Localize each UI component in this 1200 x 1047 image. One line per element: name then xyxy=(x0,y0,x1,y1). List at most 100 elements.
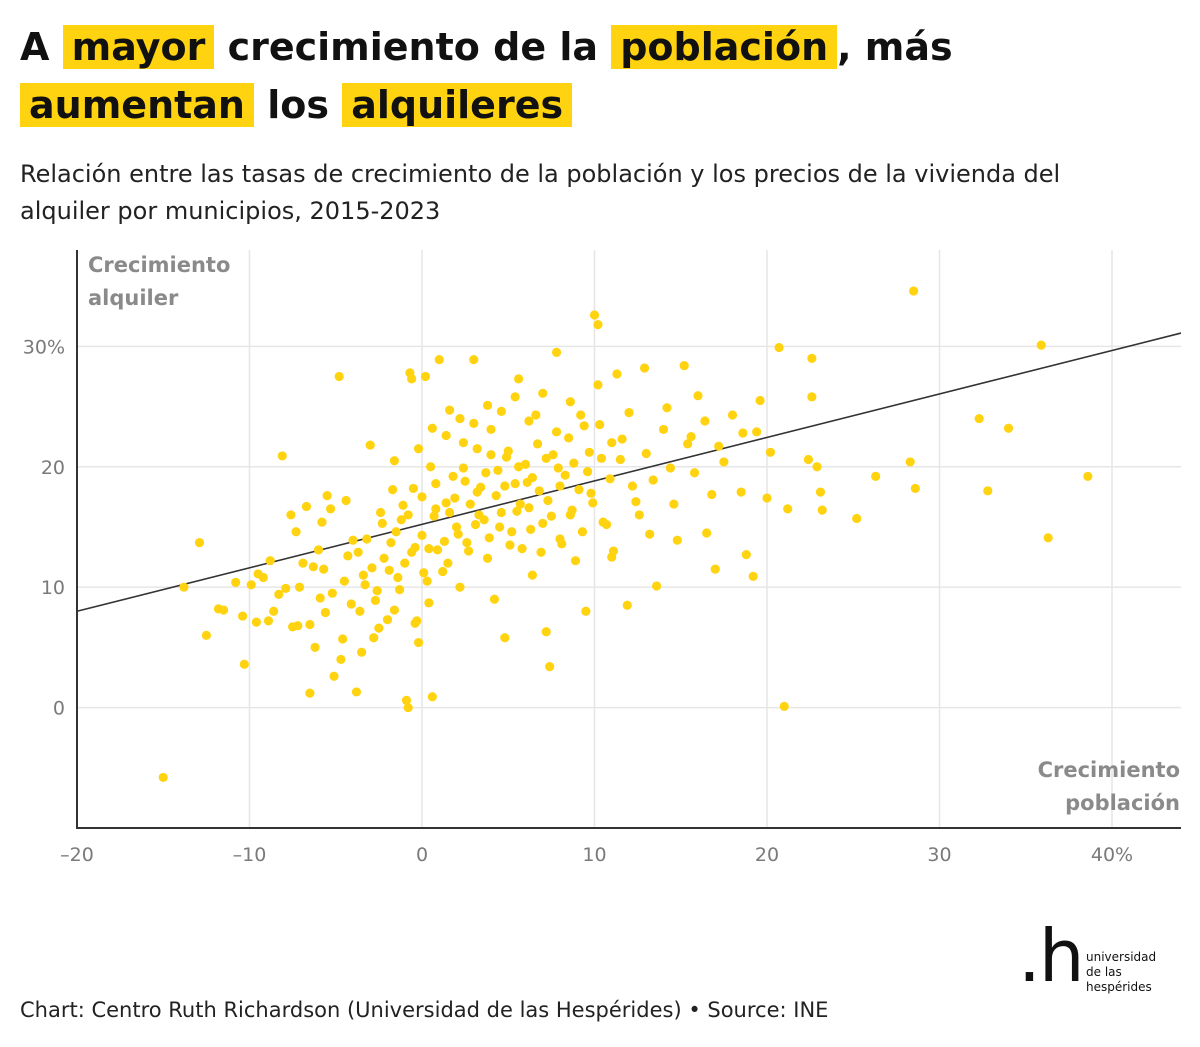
data-point xyxy=(417,492,427,502)
data-point xyxy=(391,527,401,537)
y-axis-title: alquiler xyxy=(88,286,179,310)
data-point xyxy=(472,444,482,454)
data-point xyxy=(565,397,575,407)
data-point xyxy=(453,529,463,539)
data-point xyxy=(736,487,746,497)
title-word: , más xyxy=(837,25,953,69)
data-point xyxy=(807,353,817,363)
data-point xyxy=(458,438,468,448)
data-point xyxy=(481,468,491,478)
data-point xyxy=(532,439,543,449)
data-point xyxy=(1003,423,1014,433)
data-point xyxy=(693,391,703,401)
data-point xyxy=(627,481,638,491)
data-point xyxy=(639,363,650,373)
data-point xyxy=(336,654,346,665)
data-point xyxy=(524,503,534,513)
data-point xyxy=(755,395,765,406)
data-point xyxy=(641,448,651,459)
data-point xyxy=(341,495,351,506)
data-point xyxy=(486,450,496,460)
data-point xyxy=(598,517,608,527)
data-point xyxy=(648,475,658,485)
x-tick-label: 40% xyxy=(1091,844,1133,866)
data-point xyxy=(194,538,205,548)
data-point xyxy=(577,527,588,537)
data-point xyxy=(514,462,524,472)
data-point xyxy=(617,434,627,444)
data-point xyxy=(377,518,387,528)
data-point xyxy=(741,550,751,560)
data-point xyxy=(463,546,474,556)
data-point xyxy=(462,538,472,548)
data-point xyxy=(358,570,368,580)
data-point xyxy=(624,407,634,418)
data-point xyxy=(527,570,538,580)
data-point xyxy=(301,501,312,512)
data-point xyxy=(548,450,558,460)
data-point xyxy=(520,459,531,469)
data-point xyxy=(612,369,622,379)
data-point xyxy=(313,545,324,555)
data-point xyxy=(803,454,814,465)
data-point xyxy=(403,702,413,713)
x-tick-label: –10 xyxy=(233,844,267,866)
data-point xyxy=(474,510,484,520)
data-point xyxy=(557,539,567,549)
data-point xyxy=(443,558,453,568)
data-point xyxy=(871,471,881,481)
data-point xyxy=(714,441,724,451)
data-point xyxy=(305,619,315,630)
y-tick-label: 0 xyxy=(53,698,65,720)
data-point xyxy=(608,546,619,556)
data-point xyxy=(469,354,479,365)
data-point xyxy=(408,483,418,494)
data-point xyxy=(702,528,712,538)
data-point xyxy=(546,511,556,521)
title-highlight-poblacion: población xyxy=(611,25,838,69)
data-point xyxy=(812,462,822,472)
data-point xyxy=(491,491,501,501)
trend-line-group xyxy=(76,332,1182,613)
data-point xyxy=(448,471,458,481)
data-point xyxy=(564,433,574,443)
logo-line: de las xyxy=(1086,965,1122,979)
data-point xyxy=(427,423,437,433)
data-point xyxy=(495,522,505,532)
logo-line: hespérides xyxy=(1086,980,1152,994)
data-point xyxy=(545,662,555,672)
data-point xyxy=(514,374,524,384)
axis-titles: Crecimiento alquiler Crecimiento población xyxy=(88,253,1180,815)
data-point xyxy=(455,413,465,424)
data-point xyxy=(389,605,399,615)
data-point xyxy=(357,647,367,657)
data-point xyxy=(370,595,381,606)
scatter-chart: –20 –10 0 10 20 30 40% 0 10 20 30% Crecimiento alqu… xyxy=(23,250,1182,866)
trend-line xyxy=(76,332,1182,613)
data-point xyxy=(570,556,581,566)
data-point xyxy=(460,476,470,486)
data-point xyxy=(683,439,693,449)
logo-line: universidad xyxy=(1086,950,1157,964)
data-point xyxy=(362,534,372,544)
chart-subtitle: Relación entre las tasas de crecimiento … xyxy=(20,160,1061,225)
data-point xyxy=(534,486,544,496)
data-point xyxy=(465,499,475,509)
data-point xyxy=(576,410,586,420)
data-point xyxy=(536,547,546,557)
data-point xyxy=(293,621,303,631)
data-point xyxy=(974,413,984,424)
data-point xyxy=(353,547,363,557)
data-point xyxy=(652,581,662,591)
data-point xyxy=(231,577,241,587)
data-point xyxy=(551,427,562,437)
data-point xyxy=(158,772,168,783)
data-point xyxy=(441,498,451,508)
data-point xyxy=(1043,533,1053,543)
data-point xyxy=(482,553,493,563)
tick-labels: –20 –10 0 10 20 30 40% 0 10 20 30% xyxy=(23,336,1133,866)
data-point xyxy=(584,447,594,457)
data-point xyxy=(386,538,396,548)
data-point xyxy=(1036,340,1046,350)
data-point xyxy=(910,483,920,494)
